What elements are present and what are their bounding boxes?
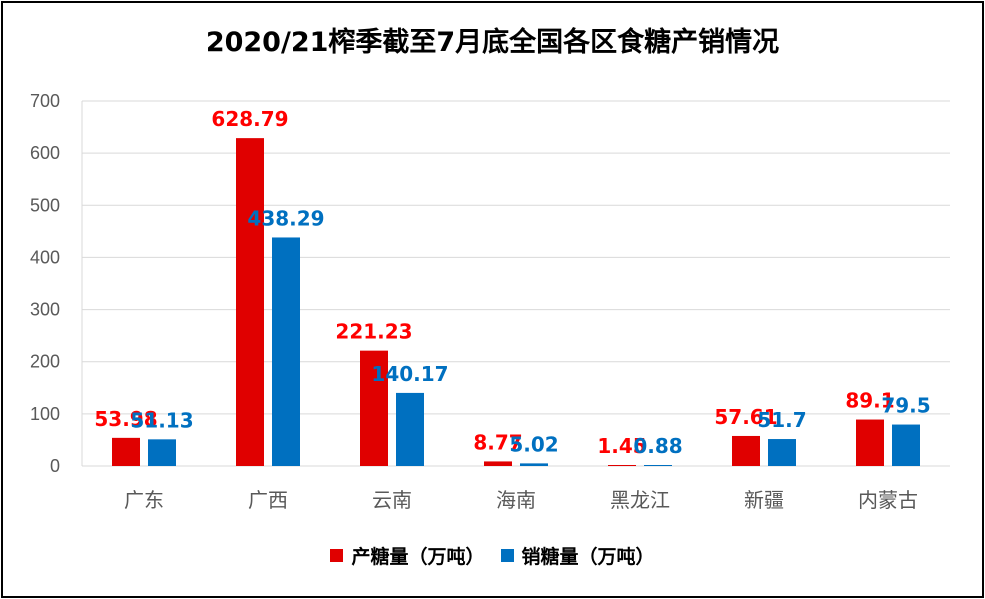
legend-label-sales: 销糖量（万吨） <box>521 546 655 568</box>
bar-production <box>360 350 388 466</box>
chart-title: 2020/21榨季截至7月底全国各区食糖产销情况 <box>205 27 780 58</box>
legend: 产糖量（万吨） 销糖量（万吨） <box>0 542 985 569</box>
bar-production <box>112 437 140 466</box>
x-category-label: 云南 <box>372 488 412 512</box>
data-label-production: 57.61 <box>714 405 777 429</box>
data-label-sales: 51.13 <box>130 408 193 432</box>
legend-swatch-sales <box>500 549 514 562</box>
legend-swatch-production <box>330 549 344 562</box>
y-axis: 0 100 200 300 400 500 600 700 <box>30 91 83 476</box>
data-label-production: 221.23 <box>335 320 412 344</box>
data-label-production: 89.1 <box>845 389 894 413</box>
data-label-sales: 140.17 <box>371 362 448 386</box>
y-tick-label: 100 <box>30 404 60 424</box>
legend-item-sales: 销糖量（万吨） <box>500 542 655 569</box>
x-axis: 广东 广西 云南 海南 黑龙江 新疆 内蒙古 <box>124 488 918 512</box>
y-tick-label: 200 <box>30 352 60 372</box>
x-category-label: 内蒙古 <box>858 488 918 512</box>
bar-sales <box>768 439 796 466</box>
y-tick-label: 300 <box>30 300 60 320</box>
data-label-production: 53.98 <box>94 407 157 431</box>
bar-sales <box>644 465 672 466</box>
gridlines <box>82 100 950 467</box>
data-label-production: 8.77 <box>473 430 522 454</box>
bar-production <box>236 138 264 467</box>
bar-sales <box>892 424 920 466</box>
bar-production <box>608 465 636 466</box>
data-label-sales: 51.7 <box>757 408 806 432</box>
data-label-sales: 5.02 <box>509 432 558 456</box>
y-tick-label: 400 <box>30 247 60 267</box>
data-label-production: 1.45 <box>597 434 646 458</box>
y-tick-label: 600 <box>30 143 60 163</box>
x-category-label: 新疆 <box>744 488 784 512</box>
data-label-production: 628.79 <box>211 107 288 131</box>
x-category-label: 黑龙江 <box>610 488 670 512</box>
bar-production <box>856 419 884 466</box>
bar-production <box>732 435 760 466</box>
y-tick-label: 700 <box>30 91 60 111</box>
legend-item-production: 产糖量（万吨） <box>330 542 485 569</box>
bars <box>112 138 920 467</box>
data-label-sales: 438.29 <box>247 206 324 230</box>
data-label-sales: 79.5 <box>881 394 930 418</box>
x-category-label: 广西 <box>248 488 288 512</box>
y-tick-label: 500 <box>30 195 60 215</box>
bar-production <box>484 461 512 466</box>
x-category-label: 海南 <box>496 488 536 512</box>
x-category-label: 广东 <box>124 488 164 512</box>
legend-label-production: 产糖量（万吨） <box>351 546 485 568</box>
y-tick-label: 0 <box>50 456 60 476</box>
bar-sales <box>396 392 424 466</box>
bar-sales <box>520 463 548 466</box>
bar-sales <box>272 237 300 466</box>
data-label-sales: 0.88 <box>633 434 682 458</box>
bar-sales <box>148 439 176 466</box>
